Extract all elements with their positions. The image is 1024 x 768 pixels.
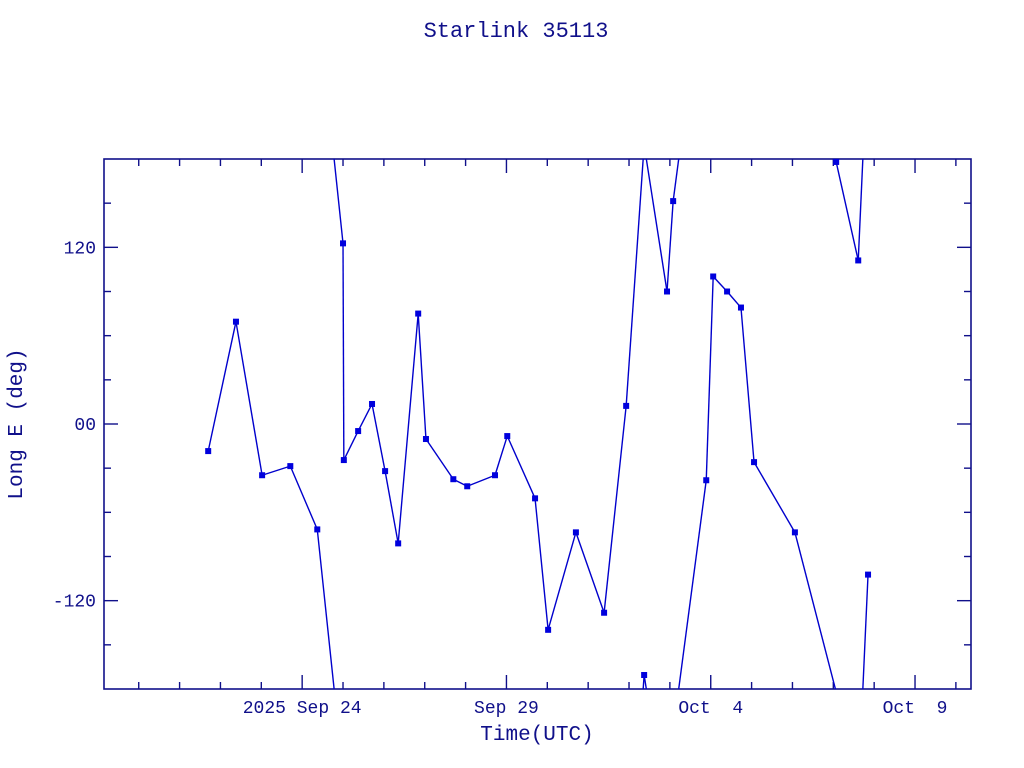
x-tick-label: Oct 9: [883, 699, 948, 719]
data-point: [572, 529, 579, 536]
data-segment: [835, 161, 859, 261]
data-segment: [417, 313, 427, 440]
plot-title: Starlink 35113: [424, 19, 609, 44]
tick-labels: 2025 Sep 24 Sep 29 Oct 4 Oct 9 120 00 -120: [53, 239, 948, 719]
data-point: [287, 463, 294, 470]
data-point: [340, 240, 347, 247]
data-segment: [862, 574, 869, 689]
data-segment: [857, 159, 864, 261]
x-axis-label: Time(UTC): [480, 724, 593, 747]
data-segment: [677, 480, 707, 689]
data-point: [545, 626, 552, 633]
data-point: [601, 609, 608, 616]
data-point: [369, 400, 376, 407]
data-segment: [289, 465, 318, 530]
data-segment: [625, 159, 644, 406]
data-segment: [371, 403, 386, 472]
data-segment: [506, 435, 536, 499]
data-segment: [603, 405, 627, 613]
data-point: [670, 198, 677, 205]
data-point: [710, 273, 717, 280]
data-point: [833, 159, 840, 165]
data-point: [641, 672, 648, 679]
data-point: [382, 468, 389, 475]
plot-box: [103, 158, 972, 690]
data-point: [724, 288, 731, 295]
data-segment: [794, 532, 837, 689]
x-tick-label: 2025 Sep 24: [243, 699, 362, 719]
data-point: [791, 529, 798, 536]
x-tick-label: Sep 29: [474, 699, 539, 719]
data-point: [450, 476, 457, 483]
data-segment: [343, 430, 359, 461]
data-segment: [397, 313, 419, 544]
data-segment: [207, 321, 237, 452]
data-markers: [205, 159, 872, 679]
data-segment: [466, 474, 496, 487]
data-point: [314, 526, 321, 533]
y-tick-label: -120: [53, 593, 96, 613]
axis-ticks: [104, 159, 971, 689]
data-segment: [342, 243, 345, 461]
data-segment: [834, 159, 837, 163]
data-segment: [333, 159, 344, 244]
data-segment: [357, 403, 373, 432]
data-point: [232, 318, 239, 325]
data-point: [395, 540, 402, 547]
y-axis-label: Long E (deg): [6, 348, 29, 499]
data-segment: [235, 321, 263, 476]
data-point: [259, 472, 266, 479]
data-point: [664, 288, 671, 295]
data-point: [737, 304, 744, 311]
data-segment: [384, 470, 399, 544]
y-tick-label: 120: [64, 239, 96, 259]
data-segment: [740, 307, 755, 463]
data-segment: [494, 435, 508, 476]
data-segment: [753, 461, 796, 533]
data-segment: [425, 438, 454, 480]
data-segment: [534, 498, 549, 630]
data-point: [751, 459, 758, 466]
data-segment: [316, 529, 335, 689]
data-point: [865, 571, 872, 578]
data-segment: [547, 532, 577, 631]
data-point: [532, 495, 539, 502]
x-tick-label: Oct 4: [678, 699, 743, 719]
data-segment: [666, 201, 674, 292]
data-point: [855, 257, 862, 264]
data-point: [340, 457, 347, 464]
data-segment: [705, 276, 714, 481]
data-segment: [575, 532, 605, 613]
data-point: [205, 448, 212, 455]
data-point: [464, 483, 471, 490]
data-point: [703, 477, 710, 484]
data-segment: [261, 465, 291, 476]
data-point: [355, 428, 362, 435]
data-point: [504, 433, 511, 440]
data-point: [623, 402, 630, 409]
data-point: [415, 310, 422, 317]
data-point: [422, 436, 429, 443]
data-segment: [645, 159, 668, 292]
data-series: [207, 159, 869, 689]
y-tick-label: 00: [74, 416, 96, 436]
data-point: [492, 472, 499, 479]
data-segment: [672, 159, 680, 202]
